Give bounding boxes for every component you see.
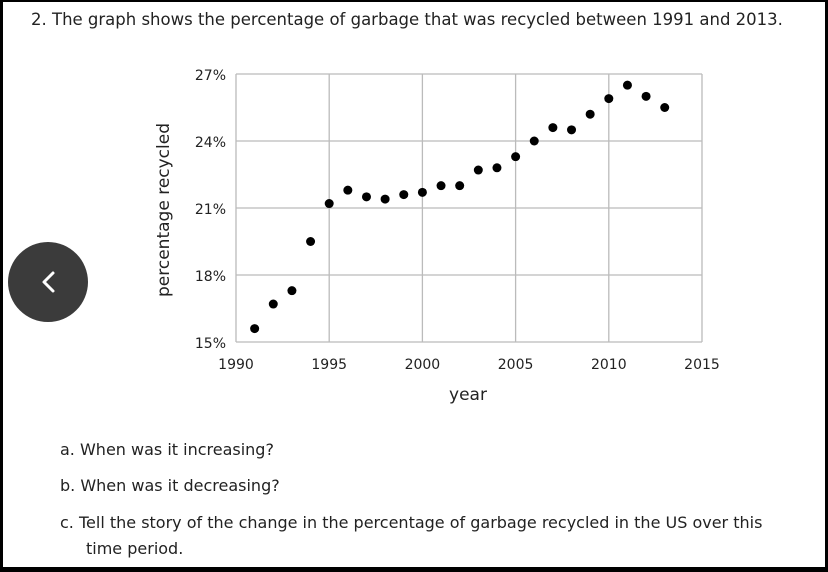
y-tick-label: 18% <box>195 269 226 285</box>
data-point <box>287 286 297 296</box>
data-point <box>361 192 371 202</box>
y-tick-label: 27% <box>195 68 226 84</box>
page: 2. The graph shows the percentage of gar… <box>3 2 825 567</box>
data-point <box>343 185 353 195</box>
data-point <box>492 163 502 173</box>
y-tick-label: 24% <box>195 135 226 151</box>
data-point <box>250 324 260 334</box>
data-point <box>622 80 632 90</box>
subquestion-c-continued: time period. <box>86 539 184 558</box>
x-tick-label: 2005 <box>498 357 534 373</box>
y-tick-label: 15% <box>195 336 226 352</box>
question-text: 2. The graph shows the percentage of gar… <box>31 10 783 29</box>
data-point <box>455 181 465 191</box>
data-point <box>548 123 558 133</box>
back-button[interactable] <box>8 242 88 322</box>
subquestion-a: a. When was it increasing? <box>60 440 274 459</box>
data-point <box>641 91 651 101</box>
data-point <box>660 103 670 112</box>
data-point <box>306 237 316 246</box>
x-tick-label: 1990 <box>218 357 254 373</box>
data-point <box>473 165 483 175</box>
data-point <box>604 94 614 104</box>
subquestion-c: c. Tell the story of the change in the p… <box>60 513 763 532</box>
data-point <box>417 187 427 197</box>
chevron-left-icon <box>42 271 55 293</box>
data-point <box>585 109 595 119</box>
data-point <box>324 199 334 209</box>
x-tick-label: 2000 <box>405 357 441 373</box>
data-point <box>399 190 409 200</box>
x-tick-label: 1995 <box>311 357 347 373</box>
data-point <box>567 125 577 135</box>
data-point <box>436 181 446 191</box>
x-tick-label: 2010 <box>591 357 627 373</box>
subquestion-b: b. When was it decreasing? <box>60 476 280 495</box>
y-tick-label: 21% <box>195 202 226 218</box>
data-point <box>511 152 521 162</box>
data-point <box>268 299 278 309</box>
y-axis-label: percentage recycled <box>154 123 174 297</box>
data-point <box>380 194 390 204</box>
data-point <box>529 136 539 146</box>
x-tick-label: 2015 <box>684 357 720 373</box>
x-axis-label: year <box>449 385 487 405</box>
scatter-chart: 1990 1995 2000 2005 2010 201515%18%21%24%27% … <box>154 68 720 405</box>
